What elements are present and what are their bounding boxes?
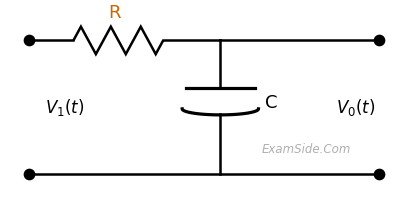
Text: R: R — [108, 4, 120, 22]
Point — [376, 172, 383, 175]
Text: ExamSide.Com: ExamSide.Com — [261, 143, 351, 156]
Text: C: C — [265, 94, 278, 112]
Point — [25, 172, 32, 175]
Point — [376, 39, 383, 42]
Point — [25, 39, 32, 42]
Text: $V_0(t)$: $V_0(t)$ — [336, 97, 375, 118]
Text: $V_1(t)$: $V_1(t)$ — [45, 97, 84, 118]
